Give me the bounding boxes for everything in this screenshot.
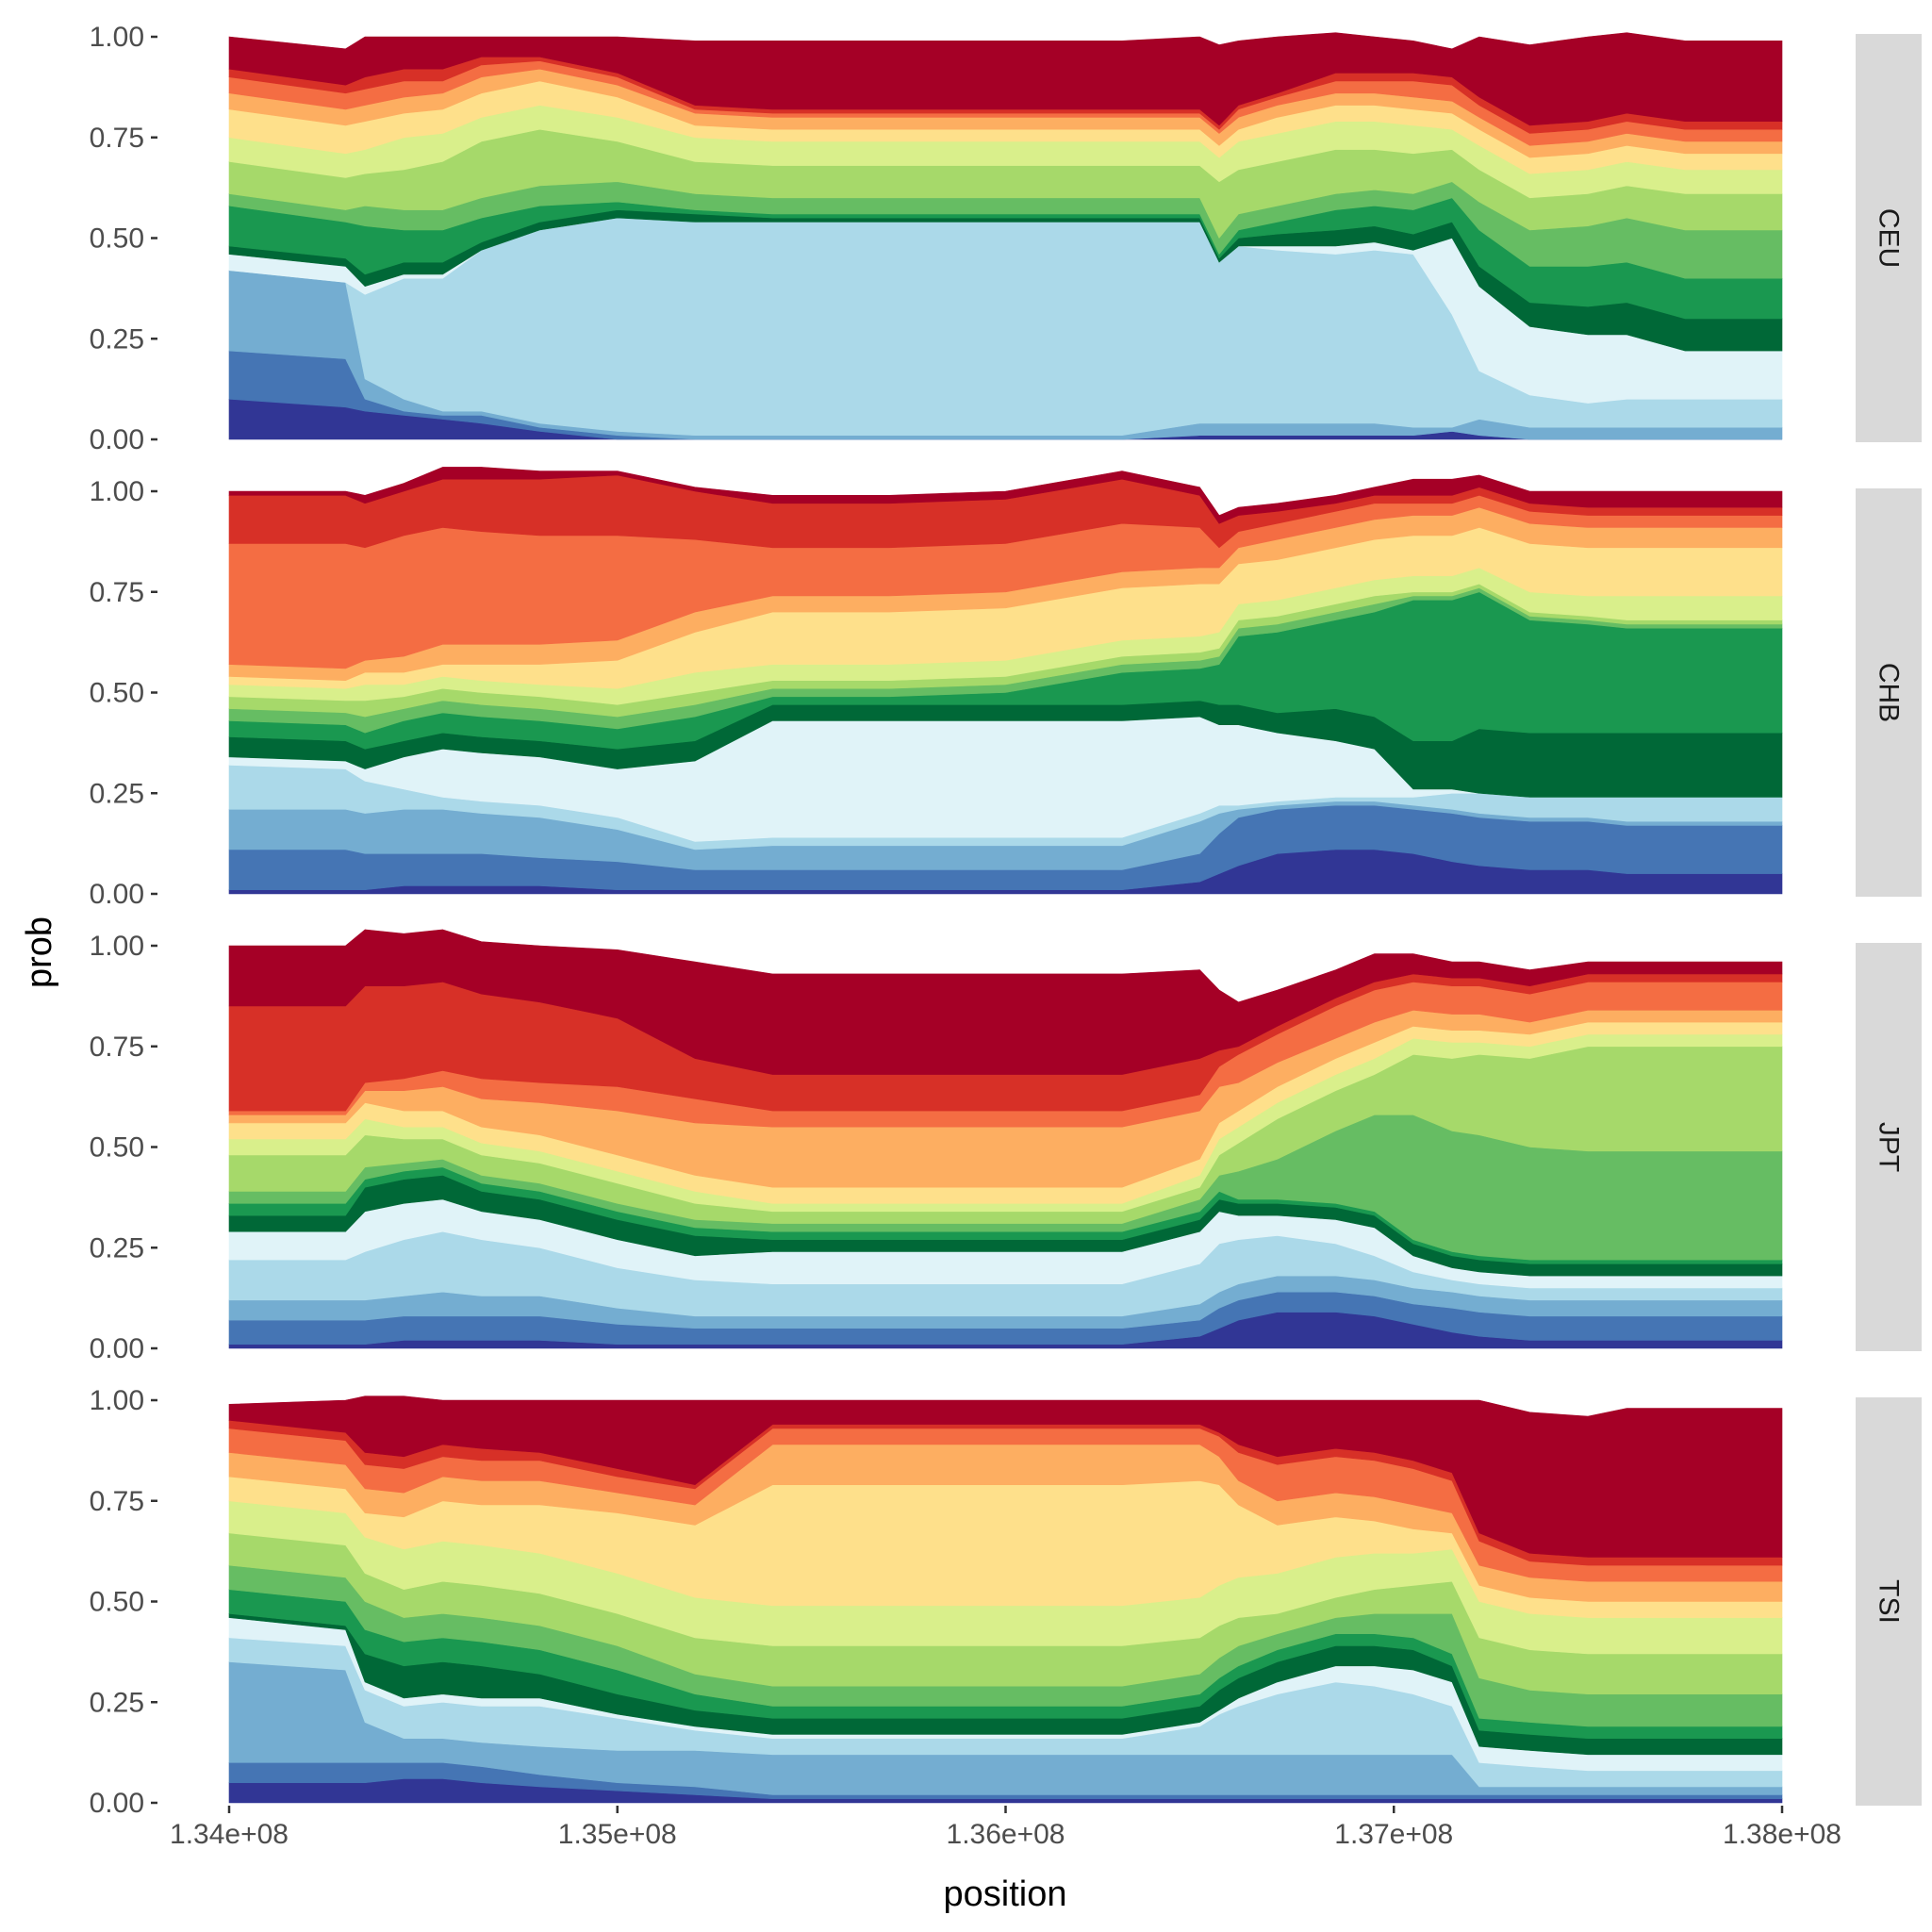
y-tick-label: 0.25: [90, 1687, 144, 1718]
y-tick-label: 0.75: [90, 1486, 144, 1517]
facet-strip-label: TSI: [1874, 1579, 1905, 1624]
y-tick-label: 1.00: [90, 22, 144, 53]
y-tick-label: 0.75: [90, 577, 144, 608]
y-tick-label: 0.00: [90, 424, 144, 455]
x-tick-label: 1.34e+08: [170, 1819, 289, 1850]
area-band-15: [228, 467, 1783, 524]
y-tick-label: 0.75: [90, 1032, 144, 1063]
y-tick-label: 0.00: [90, 1333, 144, 1364]
y-tick-label: 0.50: [90, 223, 144, 255]
x-tick-label: 1.36e+08: [947, 1819, 1065, 1850]
y-tick-label: 1.00: [90, 931, 144, 962]
area-band-15: [228, 1395, 1783, 1558]
y-tick-label: 0.50: [90, 1587, 144, 1618]
y-tick-label: 0.50: [90, 678, 144, 709]
panel-ceu: 0.00 0.25 0.50 0.75 1.00 CEU: [90, 22, 1922, 455]
y-tick-label: 0.00: [90, 879, 144, 910]
facet-strip-label: CHB: [1874, 663, 1905, 722]
panel-tsi: 0.00 0.25 0.50 0.75 1.00 TSI: [90, 1385, 1922, 1819]
x-tick-label: 1.37e+08: [1334, 1819, 1453, 1850]
facet-strip: [1856, 488, 1922, 897]
facet-strip: [1856, 1397, 1922, 1806]
area-band-15: [228, 32, 1783, 126]
x-axis: 1.34e+08 1.35e+08 1.36e+08 1.37e+08 1.38e+08: [170, 1806, 1841, 1850]
y-tick-label: 0.25: [90, 778, 144, 809]
panel-chb: 0.00 0.25 0.50 0.75 1.00 CHB: [90, 467, 1922, 910]
facet-panels: 0.00 0.25 0.50 0.75 1.00 CEU 0.00 0.25 0.50 0.75 1…: [90, 22, 1922, 1819]
x-tick-label: 1.35e+08: [558, 1819, 677, 1850]
x-axis-title: position: [944, 1874, 1067, 1914]
y-tick-label: 0.25: [90, 323, 144, 355]
facet-strip-label: JPT: [1874, 1122, 1905, 1172]
y-tick-label: 1.00: [90, 1385, 144, 1416]
panel-jpt: 0.00 0.25 0.50 0.75 1.00 JPT: [90, 929, 1922, 1364]
y-tick-label: 0.25: [90, 1232, 144, 1263]
y-tick-label: 0.50: [90, 1132, 144, 1164]
facet-strip: [1856, 943, 1922, 1351]
y-tick-label: 1.00: [90, 476, 144, 507]
x-tick-label: 1.38e+08: [1723, 1819, 1841, 1850]
area-band-15: [228, 929, 1783, 1075]
y-tick-label: 0.00: [90, 1788, 144, 1819]
facet-strip: [1856, 34, 1922, 442]
facet-strip-label: CEU: [1874, 208, 1905, 268]
y-axis-title: prob: [20, 916, 59, 988]
y-tick-label: 0.75: [90, 123, 144, 154]
